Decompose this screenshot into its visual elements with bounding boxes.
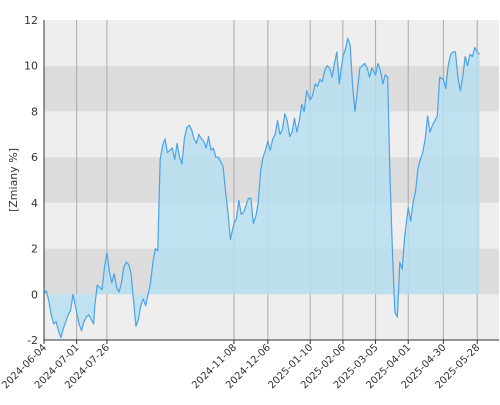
- background-band: [44, 65, 499, 112]
- axes: [43, 20, 499, 341]
- y-tick-label: 4: [31, 197, 38, 210]
- background-band: [44, 294, 499, 340]
- y-axis-label: [Zmiany %]: [7, 148, 20, 212]
- y-tick-label: 2: [31, 243, 38, 256]
- y-tick-label: -2: [27, 334, 38, 347]
- y-tick-label: 10: [24, 60, 38, 73]
- y-tick-labels: -2 0 2 4 6 8 10 12: [24, 14, 38, 347]
- series-line: [43, 37, 481, 339]
- y-tick-label: 6: [31, 151, 38, 164]
- y-tick-label: 12: [24, 14, 38, 27]
- background-band: [44, 20, 499, 66]
- y-tick-label: 0: [31, 288, 38, 301]
- y-tick-label: 8: [31, 105, 38, 118]
- series-area: [43, 37, 481, 339]
